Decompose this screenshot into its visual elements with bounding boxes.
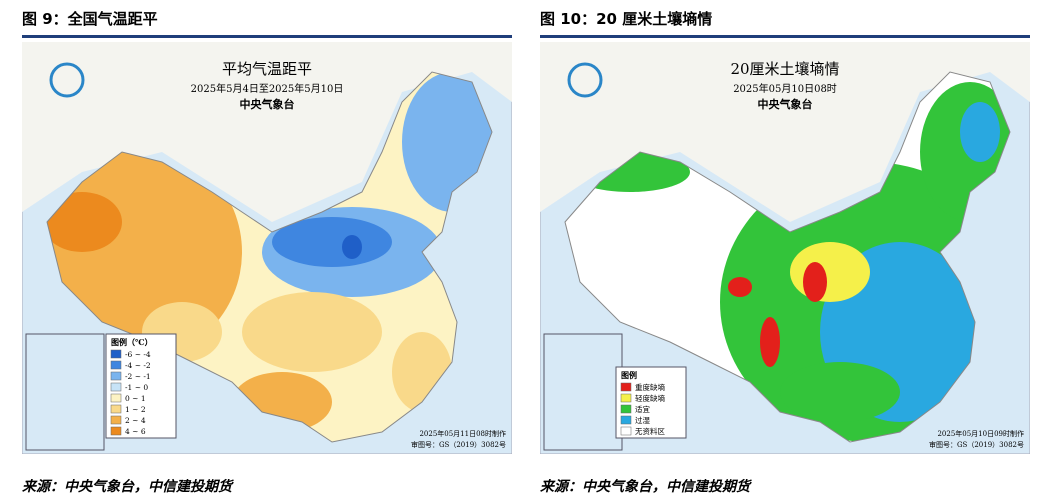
legend-label: -6 ~ -4 xyxy=(125,350,151,359)
legend-title: 图例 xyxy=(621,370,637,380)
rule xyxy=(540,35,1030,38)
region xyxy=(760,317,780,367)
legend-label: 轻度缺墒 xyxy=(635,393,665,403)
legend-title: 图例（℃） xyxy=(111,337,153,347)
rule xyxy=(22,35,512,38)
legend-label: 重度缺墒 xyxy=(635,382,665,392)
inset-map xyxy=(25,333,105,451)
china xyxy=(565,72,1010,442)
legend-swatch xyxy=(110,371,122,381)
made-note: 2025年05月10日09时制作 xyxy=(937,429,1024,438)
legend-box xyxy=(615,366,687,439)
legend-swatch xyxy=(620,382,632,392)
approval-note: 审图号：GS（2019）3082号 xyxy=(929,440,1024,449)
approval-note: 审图号：GS（2019）3082号 xyxy=(411,440,506,449)
china-outline xyxy=(46,71,493,443)
map-title: 平均气温距平 xyxy=(222,60,312,78)
legend-label: 0 ~ 1 xyxy=(125,394,146,403)
region xyxy=(272,217,392,267)
china-outline xyxy=(564,71,1011,443)
figure-heading: 图 9：全国气温距平 xyxy=(22,10,158,28)
legend-label: 过湿 xyxy=(635,415,650,425)
legend-swatch xyxy=(110,415,122,425)
map-agency: 中央气象台 xyxy=(240,97,295,111)
region xyxy=(803,262,827,302)
legend-swatch xyxy=(110,360,122,370)
legend-label: -4 ~ -2 xyxy=(125,361,151,370)
region xyxy=(47,192,122,252)
map-agency: 中央气象台 xyxy=(758,97,813,111)
legend-label: 无资料区 xyxy=(635,426,665,436)
region xyxy=(342,235,362,259)
region xyxy=(960,102,1000,162)
figure-heading: 图 10：20 厘米土壤墒情 xyxy=(540,10,713,28)
legend-swatch xyxy=(620,393,632,403)
source: 来源：中央气象台，中信建投期货 xyxy=(540,479,750,495)
legend-label: 适宜 xyxy=(635,404,650,414)
source: 来源：中央气象台，中信建投期货 xyxy=(22,479,232,495)
map-subtitle: 2025年05月10日08时 xyxy=(733,82,837,95)
land-neighbor xyxy=(540,42,1030,222)
made-note: 2025年05月11日08时制作 xyxy=(419,429,506,438)
legend-swatch xyxy=(110,426,122,436)
map-title: 20厘米土壤墒情 xyxy=(730,60,839,78)
legend-swatch xyxy=(110,393,122,403)
legend-swatch xyxy=(620,415,632,425)
legend-swatch xyxy=(110,404,122,414)
region xyxy=(728,277,752,297)
inset-map xyxy=(543,333,623,451)
region xyxy=(242,292,382,372)
legend-swatch xyxy=(620,426,632,436)
legend-label: 4 ~ 6 xyxy=(125,427,146,436)
legend-swatch xyxy=(110,382,122,392)
region xyxy=(780,362,900,422)
logo xyxy=(567,62,603,98)
legend-swatch xyxy=(110,349,122,359)
map-subtitle: 2025年5月4日至2025年5月10日 xyxy=(191,82,344,95)
legend-label: 2 ~ 4 xyxy=(125,416,146,425)
land-neighbor xyxy=(22,42,512,222)
region xyxy=(790,242,870,302)
logo xyxy=(49,62,85,98)
legend-label: -1 ~ 0 xyxy=(125,383,148,392)
map-panel: 20厘米土壤墒情 2025年05月10日08时中央气象台图例重度缺墒轻度缺墒适宜过… xyxy=(540,42,1030,454)
legend-swatch xyxy=(620,404,632,414)
legend-label: 1 ~ 2 xyxy=(125,405,146,414)
legend-label: -2 ~ -1 xyxy=(125,372,151,381)
